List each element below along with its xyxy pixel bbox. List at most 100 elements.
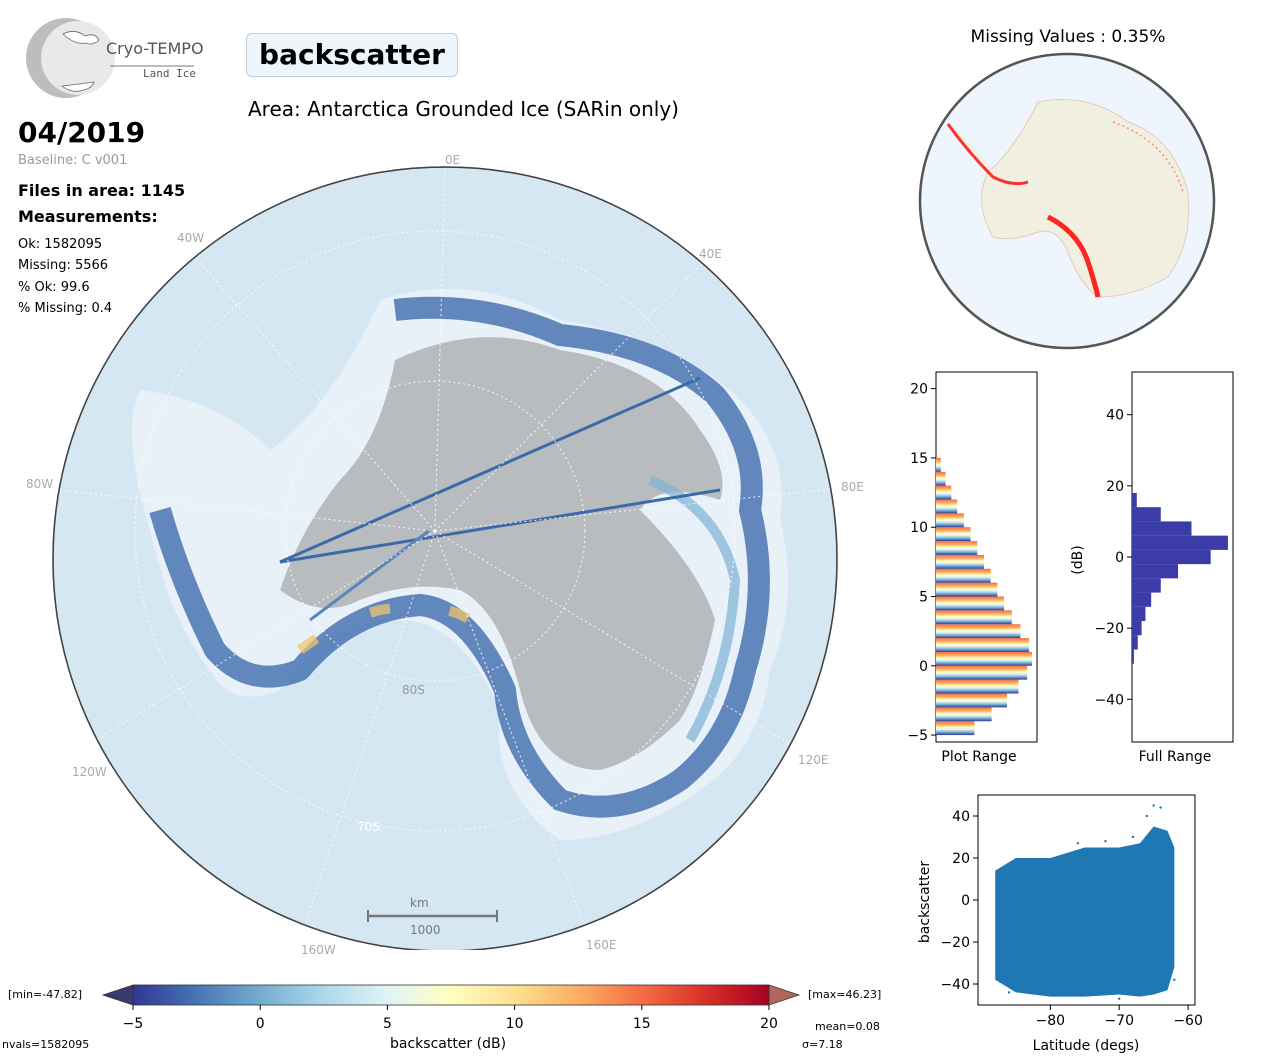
orbit-track bbox=[309, 528, 431, 622]
inner-data-band bbox=[648, 475, 741, 743]
colorbar-tick-label: −5 bbox=[123, 1016, 144, 1032]
hist-bar bbox=[936, 679, 1019, 694]
parameter-title: backscatter bbox=[246, 33, 458, 77]
hist-bar bbox=[1132, 549, 1211, 565]
hist-bar bbox=[936, 568, 991, 583]
colorbar-min-label: [min=-47.82] bbox=[8, 988, 83, 1001]
hist-ytick-label: 40 bbox=[1106, 408, 1124, 424]
hist-bar bbox=[936, 721, 975, 736]
scatter-point bbox=[1131, 835, 1135, 839]
hist-bar bbox=[1132, 492, 1137, 508]
measurements-title: Measurements: bbox=[18, 207, 158, 226]
colorbar-tick-label: 5 bbox=[383, 1016, 392, 1032]
scatter-ytick-label: 20 bbox=[952, 851, 970, 867]
hist-bar bbox=[936, 582, 998, 597]
logo-globe-icon bbox=[26, 18, 194, 98]
missing-points-west bbox=[946, 123, 1029, 186]
scatter-point bbox=[1159, 806, 1162, 809]
hist-bar bbox=[936, 541, 978, 555]
hist-bar bbox=[936, 471, 946, 486]
lon-label-160w: 160W bbox=[301, 943, 336, 957]
hist-ytick-label: −20 bbox=[1094, 621, 1124, 637]
scatter-lat: −80 −70 −60 −40 −20 0 20 40 Latitude (degs) bac… bbox=[917, 794, 1203, 1054]
colorbar-ramp bbox=[132, 984, 770, 1006]
hist-bar bbox=[936, 513, 964, 528]
lon-label-40e: 40E bbox=[699, 247, 722, 261]
lat-label-80s: 80S bbox=[402, 683, 425, 697]
hist-bar bbox=[1132, 606, 1146, 622]
hist-bar bbox=[936, 638, 1030, 652]
scatter-ytick-label: 0 bbox=[961, 893, 970, 909]
hist-ytick-label: 15 bbox=[910, 451, 928, 467]
hist-full-range: −40 −20 0 20 40 Full Range (dB) bbox=[1070, 371, 1234, 765]
hist-bar bbox=[1132, 564, 1179, 579]
cryotempo-logo bbox=[18, 16, 203, 100]
hist-bar bbox=[936, 693, 1008, 708]
coastal-data-band bbox=[149, 296, 770, 818]
scatter-ylabel: backscatter bbox=[917, 861, 933, 943]
hist-bar bbox=[936, 485, 952, 500]
hist-bar bbox=[936, 527, 971, 542]
missing-values-title: Missing Values : 0.35% bbox=[970, 27, 1166, 47]
stat-percent-ok: % Ok: 99.6 bbox=[18, 280, 90, 295]
coastal-warm-patches bbox=[297, 601, 473, 655]
scatter-point bbox=[1076, 842, 1080, 845]
hist-bar bbox=[1132, 635, 1138, 650]
logo-name: Cryo-TEMPO bbox=[106, 39, 204, 58]
sigma-label: σ=7.18 bbox=[802, 1038, 843, 1051]
stat-ok: Ok: 1582095 bbox=[18, 237, 103, 252]
hist1-xlabel: Plot Range bbox=[941, 749, 1016, 765]
scatter-point bbox=[1166, 835, 1169, 839]
scatter-point bbox=[1104, 840, 1107, 843]
scatter-points-cloud bbox=[995, 826, 1175, 997]
hist-bar bbox=[936, 596, 1005, 611]
hist-bar bbox=[936, 707, 992, 722]
lon-label-80w: 80W bbox=[26, 477, 54, 491]
hist-bar bbox=[1132, 578, 1161, 593]
hist-ytick-label: −40 bbox=[1094, 692, 1124, 708]
hist-ytick-label: −5 bbox=[907, 728, 928, 744]
scatter-point bbox=[1145, 814, 1148, 818]
hist-ytick-label: 0 bbox=[919, 659, 928, 675]
colorbar-tick-label: 0 bbox=[256, 1016, 265, 1032]
scatter-ytick-label: 40 bbox=[952, 809, 970, 825]
grounded-ice bbox=[280, 337, 723, 770]
scatter-point bbox=[1007, 991, 1011, 994]
lon-label-80e: 80E bbox=[841, 480, 864, 494]
hist-plot-range: −5 0 5 10 15 20 Plot Range bbox=[907, 371, 1038, 765]
scatter-xlabel: Latitude (degs) bbox=[1033, 1038, 1140, 1054]
hist-bar bbox=[936, 651, 1032, 666]
hist-ytick-label: 0 bbox=[1115, 550, 1124, 566]
hist-bar bbox=[936, 457, 941, 472]
hist-bar bbox=[936, 499, 958, 514]
main-map bbox=[52, 166, 838, 950]
scatter-ytick-label: −40 bbox=[940, 977, 970, 993]
lon-label-0e: 0E bbox=[445, 153, 461, 167]
hist-bar bbox=[936, 665, 1028, 680]
mean-label: mean=0.08 bbox=[815, 1020, 880, 1033]
baseline-label: Baseline: C v001 bbox=[18, 153, 128, 168]
date-label: 04/2019 bbox=[18, 116, 146, 149]
scalebar-value: 1000 bbox=[410, 923, 441, 937]
hist-ytick-label: 20 bbox=[910, 382, 928, 398]
colorbar-max-label: [max=46.23] bbox=[808, 988, 882, 1001]
hist-bar bbox=[1132, 521, 1192, 536]
scalebar-unit: km bbox=[410, 896, 429, 910]
lon-label-160e: 160E bbox=[586, 938, 617, 952]
hist-ytick-label: 5 bbox=[919, 589, 928, 605]
hist-bar bbox=[1132, 621, 1142, 636]
hist-bar bbox=[936, 610, 1012, 625]
missing-values-map bbox=[918, 52, 1216, 350]
hist2-xlabel: Full Range bbox=[1139, 749, 1212, 765]
colorbar-xlabel: backscatter (dB) bbox=[390, 1036, 507, 1052]
colorbar-min-arrow bbox=[101, 984, 134, 1006]
hist-bar bbox=[936, 624, 1021, 639]
scatter-xtick-label: −70 bbox=[1104, 1013, 1134, 1029]
orbit-track bbox=[279, 488, 721, 564]
hist-bar bbox=[1132, 535, 1228, 550]
lon-label-120w: 120W bbox=[72, 765, 107, 779]
colorbar-tick-label: 10 bbox=[506, 1016, 524, 1032]
hist-ytick-label: 10 bbox=[910, 520, 928, 536]
lon-label-120e: 120E bbox=[798, 753, 829, 767]
colorbar-tick-label: 15 bbox=[633, 1016, 651, 1032]
